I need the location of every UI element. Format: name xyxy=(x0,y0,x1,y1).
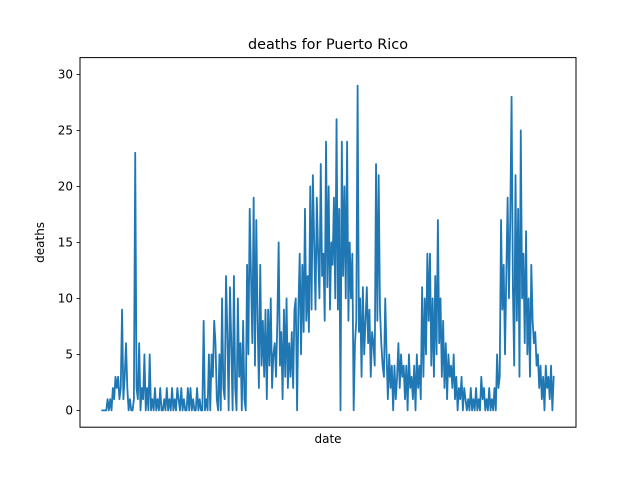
y-tick-label: 30 xyxy=(58,68,73,82)
series-layer xyxy=(101,84,555,412)
plot-frame xyxy=(79,57,577,428)
series-line-0 xyxy=(101,84,555,412)
x-axis-label: date xyxy=(314,432,341,446)
y-tick-label: 25 xyxy=(58,124,73,138)
y-axis-label: deaths xyxy=(33,222,47,263)
y-tick-label: 10 xyxy=(58,292,73,306)
y-tick-label: 20 xyxy=(58,180,73,194)
y-axis-ticks: 0 5 10 15 20 25 30 xyxy=(58,68,80,418)
y-tick-label: 0 xyxy=(65,404,73,418)
y-tick-label: 5 xyxy=(65,348,73,362)
chart-title: deaths for Puerto Rico xyxy=(248,37,408,53)
y-tick-label: 15 xyxy=(58,236,73,250)
